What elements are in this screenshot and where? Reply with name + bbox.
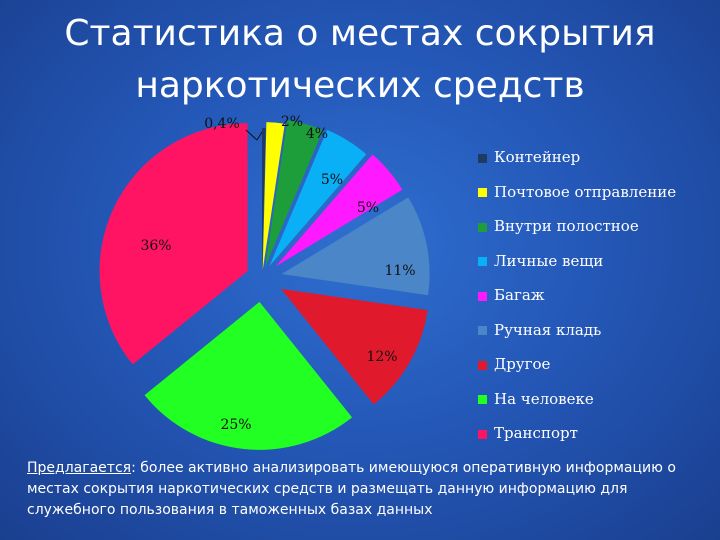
leader-line [245,129,263,141]
legend-item-1: Контейнер [478,148,580,166]
legend-swatch-9 [478,429,487,439]
legend-label-8: На человеке [494,389,594,408]
legend-item-4: Личные вещи [478,252,603,270]
legend-item-6: Ручная кладь [478,321,601,339]
data-label-2: 2% [281,114,303,130]
data-label-4: 5% [321,172,343,188]
data-label-9: 36% [140,238,171,254]
pie-slice-8 [144,301,353,450]
legend-item-5: Багаж [478,286,545,304]
pie-slice-9 [99,123,248,365]
legend-label-9: Транспорт [494,424,578,442]
footer-lead: Предлагается [27,460,132,476]
data-label-8: 25% [220,417,251,433]
data-label-3: 4% [306,126,328,142]
pie-slice-5 [275,154,403,267]
pie-slice-3 [265,120,323,267]
legend-item-7: Другое [478,355,550,373]
page-title: Статистика о местах сокрытия наркотическ… [0,8,720,112]
pie-slice-1 [262,128,266,277]
footer-text: Предлагается: более активно анализироват… [27,458,707,521]
legend-label-5: Багаж [494,286,545,304]
legend-swatch-1 [478,153,487,163]
data-label-5: 5% [357,200,379,216]
legend-swatch-4 [478,257,487,266]
legend-swatch-5 [478,291,487,301]
legend-swatch-7 [478,360,487,370]
legend-item-9: Транспорт [478,424,578,442]
legend-label-2: Почтовое отправление [494,182,677,201]
legend-item-8: На человеке [478,390,594,408]
pie-slice-4 [269,129,367,267]
legend-swatch-8 [478,395,487,404]
legend-swatch-2 [478,188,487,197]
legend-item-2: Почтовое отправление [478,183,676,201]
pie-slice-7 [281,288,428,405]
legend-label-6: Ручная кладь [494,320,602,339]
data-label-1: 0,4% [204,116,240,132]
title-line-2: наркотических средств [135,65,585,106]
legend-label-3: Внутри полостное [494,217,639,235]
legend-swatch-3 [478,222,487,232]
legend-label-4: Личные вещи [494,251,604,270]
footer-body: : более активно анализировать имеющуюся … [27,460,676,518]
legend-item-3: Внутри полостное [478,217,639,235]
title-line-1: Статистика о местах сокрытия [64,13,656,54]
data-label-7: 12% [366,349,397,365]
legend-label-1: Контейнер [494,148,581,166]
pie-slice-6 [281,197,430,296]
pie-slice-2 [262,122,285,271]
data-label-6: 11% [384,263,415,279]
legend-label-7: Другое [494,355,551,373]
legend-swatch-6 [478,326,487,335]
